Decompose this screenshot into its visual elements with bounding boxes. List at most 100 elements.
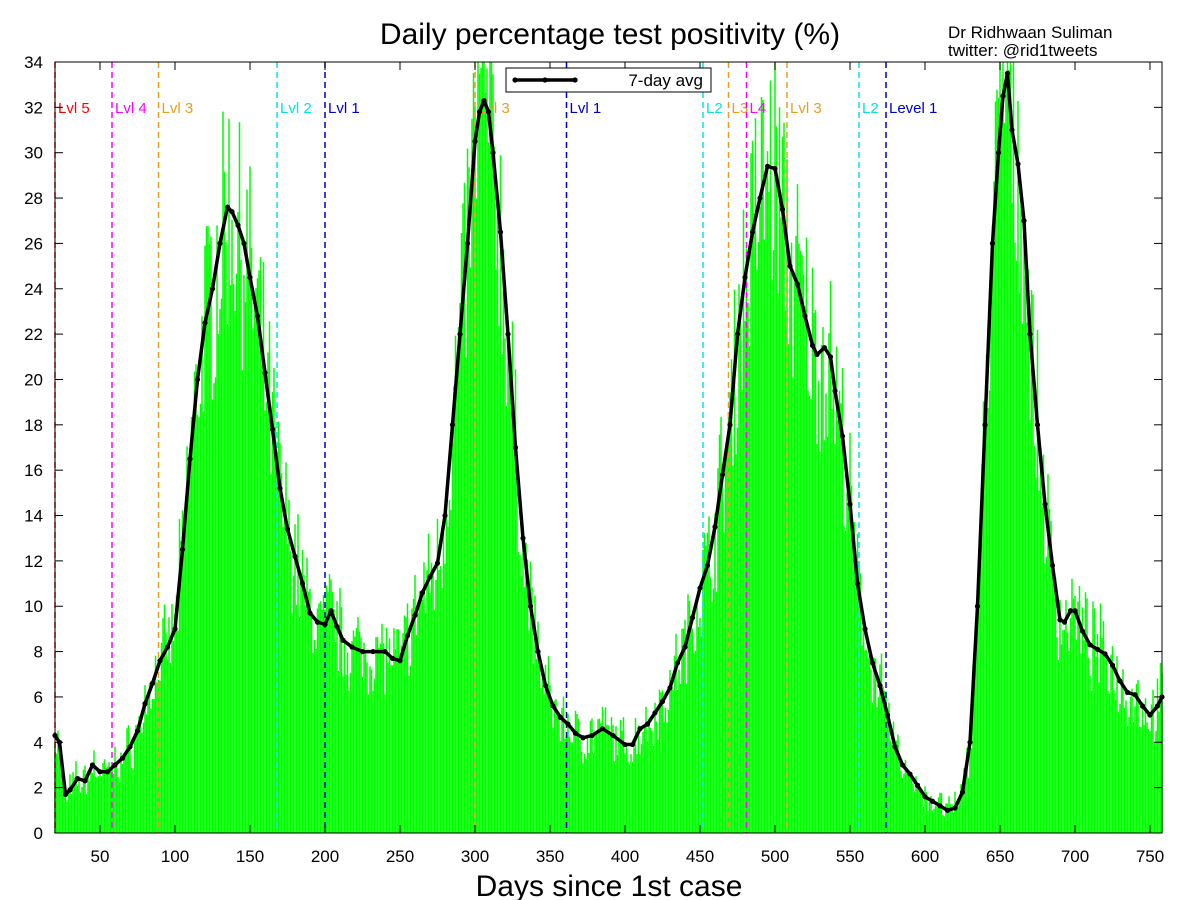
daily-bar bbox=[265, 401, 268, 833]
daily-bar bbox=[154, 655, 157, 833]
daily-bar bbox=[432, 573, 434, 833]
daily-bar bbox=[271, 391, 274, 833]
daily-bar bbox=[1099, 603, 1102, 833]
avg-point bbox=[1049, 562, 1056, 569]
daily-bar bbox=[66, 801, 68, 833]
daily-bar bbox=[1150, 704, 1153, 833]
daily-bar bbox=[1027, 269, 1030, 833]
daily-bar bbox=[384, 694, 386, 833]
daily-bar bbox=[1026, 322, 1028, 833]
avg-point bbox=[704, 562, 711, 569]
daily-bar bbox=[268, 321, 271, 833]
daily-bar bbox=[289, 551, 292, 833]
daily-bar bbox=[799, 250, 802, 833]
y-tick-label: 12 bbox=[24, 552, 43, 571]
avg-point bbox=[179, 546, 186, 553]
daily-bar bbox=[160, 643, 163, 833]
daily-bar bbox=[969, 737, 971, 833]
avg-point bbox=[1057, 617, 1063, 623]
daily-bar bbox=[826, 436, 829, 833]
daily-bar bbox=[103, 759, 106, 833]
daily-bar bbox=[366, 662, 368, 833]
avg-point bbox=[827, 354, 834, 360]
x-tick-label: 500 bbox=[761, 847, 789, 866]
daily-bar bbox=[550, 709, 553, 833]
daily-bar bbox=[907, 770, 910, 833]
daily-bar bbox=[903, 773, 905, 833]
daily-bar bbox=[472, 73, 475, 833]
daily-bar bbox=[313, 639, 316, 833]
daily-bar bbox=[1102, 621, 1105, 833]
daily-bar bbox=[634, 718, 637, 833]
daily-bar bbox=[948, 796, 950, 833]
daily-bar bbox=[312, 652, 314, 833]
daily-bar bbox=[477, 62, 479, 833]
daily-bar bbox=[412, 598, 415, 833]
daily-bar bbox=[1051, 555, 1054, 833]
daily-bar bbox=[496, 215, 499, 834]
avg-point bbox=[914, 782, 921, 788]
daily-bar bbox=[669, 669, 671, 833]
daily-bar bbox=[1158, 711, 1160, 833]
daily-bar bbox=[720, 416, 722, 833]
daily-bar bbox=[997, 97, 1000, 833]
avg-point bbox=[1147, 712, 1153, 718]
daily-bar bbox=[279, 443, 281, 833]
daily-bar bbox=[609, 735, 611, 833]
daily-bar bbox=[757, 242, 760, 833]
chart-title: Daily percentage test positivity (%) bbox=[380, 18, 840, 51]
daily-bar bbox=[450, 510, 452, 833]
daily-bar bbox=[159, 681, 161, 833]
daily-bar bbox=[511, 321, 514, 833]
daily-bar bbox=[697, 627, 700, 833]
avg-point bbox=[952, 805, 958, 811]
event-label: L3 bbox=[732, 100, 749, 117]
avg-point bbox=[557, 714, 564, 720]
daily-bar bbox=[949, 804, 952, 833]
daily-bar bbox=[889, 740, 892, 833]
daily-bar bbox=[171, 604, 173, 833]
daily-bar bbox=[787, 344, 790, 833]
daily-bar bbox=[1002, 62, 1004, 833]
daily-bar bbox=[976, 607, 979, 833]
daily-bar bbox=[112, 773, 115, 833]
avg-point bbox=[370, 648, 376, 655]
daily-bar bbox=[510, 388, 512, 833]
x-tick-label: 100 bbox=[161, 847, 189, 866]
daily-bar bbox=[901, 777, 904, 833]
daily-bar bbox=[193, 371, 196, 833]
daily-bar bbox=[1038, 490, 1040, 833]
daily-bar bbox=[804, 306, 806, 833]
daily-bar bbox=[123, 754, 125, 833]
daily-bar bbox=[693, 653, 695, 833]
daily-bar bbox=[60, 746, 62, 833]
daily-bar bbox=[819, 451, 821, 833]
daily-bar bbox=[153, 699, 155, 833]
daily-bar bbox=[513, 421, 515, 833]
avg-point bbox=[794, 281, 801, 287]
daily-bar bbox=[349, 672, 352, 833]
daily-bar bbox=[706, 532, 709, 833]
x-tick-label: 400 bbox=[611, 847, 639, 866]
daily-bar bbox=[1098, 682, 1100, 833]
daily-bar bbox=[874, 658, 877, 833]
event-label: Lvl 5 bbox=[58, 100, 90, 117]
daily-bar bbox=[360, 637, 362, 833]
x-tick-label: 150 bbox=[236, 847, 264, 866]
daily-bar bbox=[151, 699, 154, 833]
y-tick-label: 18 bbox=[24, 416, 43, 435]
daily-bar bbox=[121, 763, 124, 833]
daily-bar bbox=[292, 575, 295, 833]
avg-point bbox=[922, 794, 928, 800]
daily-bar bbox=[109, 770, 112, 833]
daily-bar bbox=[622, 717, 625, 833]
daily-bar bbox=[958, 800, 961, 833]
daily-bar bbox=[765, 172, 767, 834]
daily-bar bbox=[556, 713, 559, 833]
daily-bar bbox=[106, 766, 109, 833]
avg-point bbox=[134, 728, 141, 734]
daily-bar bbox=[702, 549, 704, 833]
daily-bar bbox=[1074, 595, 1076, 833]
daily-bar bbox=[517, 552, 520, 833]
